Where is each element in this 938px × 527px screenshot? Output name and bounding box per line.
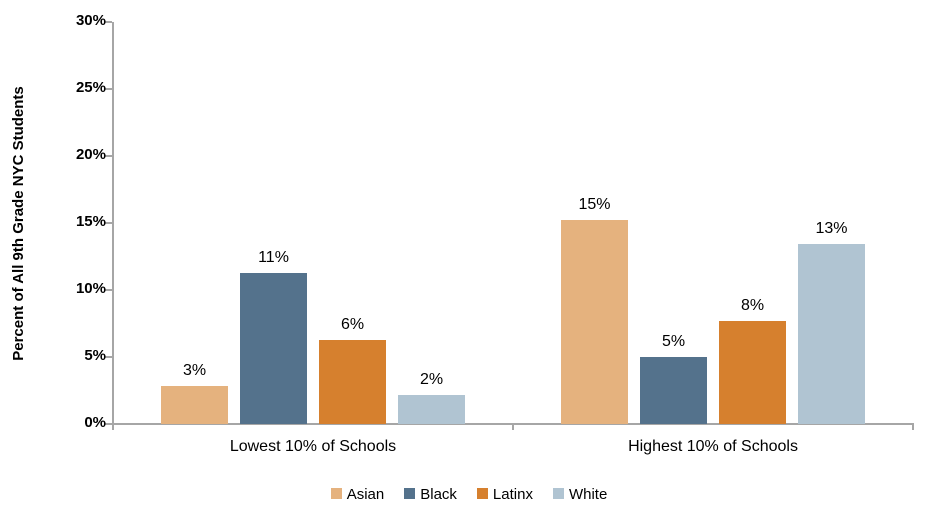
legend-swatch-asian <box>330 488 342 499</box>
y-axis-title: Percent of All 9th Grade NYC Students <box>6 22 30 424</box>
y-tick-mark <box>105 289 112 291</box>
y-axis-title-text: Percent of All 9th Grade NYC Students <box>9 85 27 361</box>
x-tick-mark <box>512 425 514 430</box>
bar-value-label: 11% <box>258 248 289 266</box>
bar-wrap: 3% <box>161 22 228 424</box>
bar-value-label: 15% <box>578 196 611 214</box>
bar-wrap: 15% <box>561 22 628 424</box>
bar-asian <box>161 386 228 424</box>
y-tick-label: 15% <box>75 213 106 230</box>
bar-white <box>798 244 865 424</box>
legend-label: Asian <box>346 486 385 503</box>
legend-item-black: Black <box>404 486 457 503</box>
bar-wrap: 13% <box>798 22 865 424</box>
legend: Asian Black Latinx White <box>0 486 938 503</box>
x-axis-line <box>112 423 914 425</box>
bar-wrap: 6% <box>319 22 386 424</box>
legend-swatch-black <box>404 488 416 499</box>
x-tick-mark <box>912 425 914 430</box>
bar-value-label: 6% <box>340 315 365 333</box>
bar-latinx <box>719 320 786 424</box>
y-tick-mark <box>105 88 112 90</box>
y-tick-mark <box>105 21 112 23</box>
bar-value-label: 5% <box>661 333 686 350</box>
legend-item-white: White <box>552 486 608 503</box>
legend-label: Black <box>420 486 457 503</box>
bar-wrap: 5% <box>640 22 707 424</box>
bar-value-label: 13% <box>815 220 848 238</box>
category-label: Highest 10% of Schools <box>628 438 798 455</box>
legend-item-latinx: Latinx <box>476 486 533 503</box>
bar-wrap: 11% <box>240 22 307 424</box>
y-tick-label: 25% <box>75 79 106 96</box>
y-tick-mark <box>105 356 112 358</box>
y-tick-label: 10% <box>75 280 106 297</box>
y-tick-mark <box>105 423 112 425</box>
y-tick-label: 30% <box>75 12 106 29</box>
bar-black <box>240 272 307 424</box>
y-tick-label: 5% <box>84 347 106 364</box>
bar-wrap: 2% <box>398 22 465 424</box>
bar-white <box>398 394 465 424</box>
y-tick-label: 20% <box>75 146 106 163</box>
y-axis-line <box>112 22 114 426</box>
bar-value-label: 8% <box>740 296 765 314</box>
legend-swatch-white <box>552 488 564 499</box>
legend-label: White <box>568 486 608 503</box>
bar-value-label: 2% <box>419 370 444 388</box>
y-tick-mark <box>105 155 112 157</box>
y-tick-mark <box>105 222 112 224</box>
bar-group: 3% 11% 6% 2% <box>113 22 513 424</box>
legend-swatch-latinx <box>476 488 488 499</box>
bar-value-label: 3% <box>182 362 207 380</box>
legend-item-asian: Asian <box>330 486 385 503</box>
bar-black <box>640 357 707 424</box>
category-label: Lowest 10% of Schools <box>229 438 397 455</box>
bar-group: 15% 5% 8% 13% <box>513 22 913 424</box>
y-tick-label: 0% <box>84 414 106 431</box>
bar-latinx <box>319 339 386 424</box>
bar-asian <box>561 220 628 424</box>
bar-wrap: 8% <box>719 22 786 424</box>
legend-label: Latinx <box>492 486 533 503</box>
x-tick-mark <box>112 425 114 430</box>
